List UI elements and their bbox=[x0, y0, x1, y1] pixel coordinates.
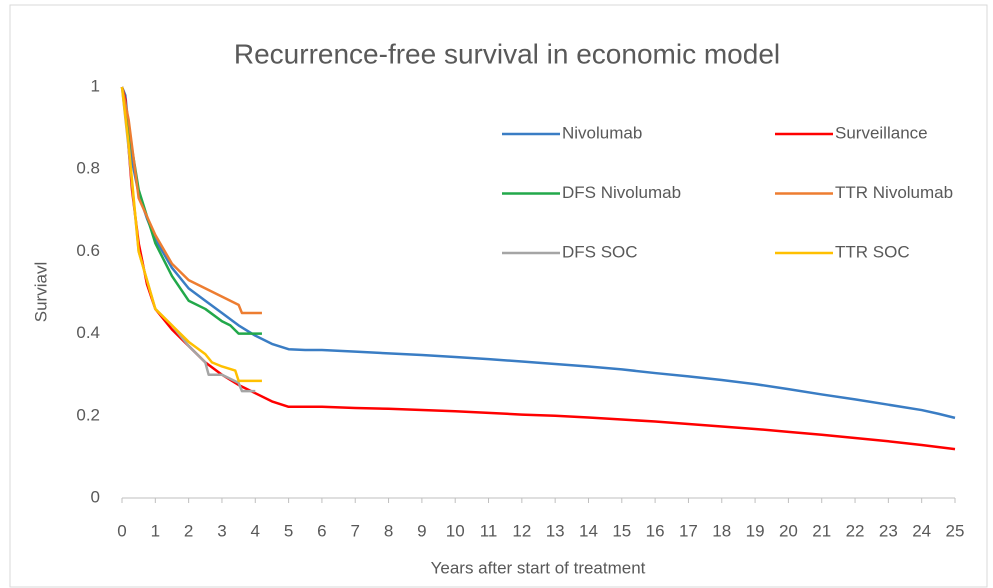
x-tick-label: 24 bbox=[912, 521, 931, 540]
x-tick-label: 19 bbox=[746, 521, 765, 540]
y-tick-label: 0.6 bbox=[76, 241, 100, 260]
x-tick-label: 15 bbox=[612, 521, 631, 540]
x-tick-label: 5 bbox=[284, 521, 293, 540]
y-tick-label: 0.2 bbox=[76, 405, 100, 424]
y-tick-label: 0.4 bbox=[76, 323, 100, 342]
x-tick-label: 0 bbox=[117, 521, 126, 540]
x-tick-label: 10 bbox=[446, 521, 465, 540]
y-tick-label: 0.8 bbox=[76, 159, 100, 178]
x-tick-label: 13 bbox=[546, 521, 565, 540]
x-tick-label: 4 bbox=[251, 521, 260, 540]
y-tick-label: 1 bbox=[91, 76, 100, 95]
x-tick-label: 14 bbox=[579, 521, 598, 540]
x-tick-label: 18 bbox=[712, 521, 731, 540]
x-tick-label: 25 bbox=[946, 521, 965, 540]
x-tick-label: 23 bbox=[879, 521, 898, 540]
legend-label: DFS Nivolumab bbox=[562, 183, 681, 202]
legend-label: DFS SOC bbox=[562, 242, 638, 261]
y-tick-label: 0 bbox=[91, 487, 100, 506]
series-line bbox=[120, 86, 262, 315]
x-tick-label: 11 bbox=[480, 521, 498, 540]
x-tick-label: 6 bbox=[317, 521, 326, 540]
x-tick-label: 9 bbox=[417, 521, 426, 540]
x-tick-label: 21 bbox=[812, 521, 831, 540]
x-tick-label: 1 bbox=[151, 521, 160, 540]
x-tick-label: 12 bbox=[512, 521, 531, 540]
legend-label: Nivolumab bbox=[562, 123, 642, 142]
x-tick-label: 22 bbox=[846, 521, 865, 540]
legend-label: TTR SOC bbox=[835, 242, 910, 261]
series-line bbox=[120, 86, 262, 383]
legend-label: TTR Nivolumab bbox=[835, 183, 953, 202]
x-axis-label: Years after start of treatment bbox=[431, 558, 646, 577]
x-tick-label: 7 bbox=[351, 521, 360, 540]
legend-label: Surveillance bbox=[835, 123, 928, 142]
x-tick-label: 8 bbox=[384, 521, 393, 540]
x-tick-label: 20 bbox=[779, 521, 798, 540]
x-tick-label: 16 bbox=[646, 521, 665, 540]
x-tick-label: 2 bbox=[184, 521, 193, 540]
chart-title: Recurrence-free survival in economic mod… bbox=[234, 38, 780, 69]
x-tick-label: 17 bbox=[679, 521, 698, 540]
x-tick-label: 3 bbox=[217, 521, 226, 540]
chart-frame bbox=[9, 4, 988, 588]
y-axis-label: Surviavl bbox=[31, 262, 50, 322]
